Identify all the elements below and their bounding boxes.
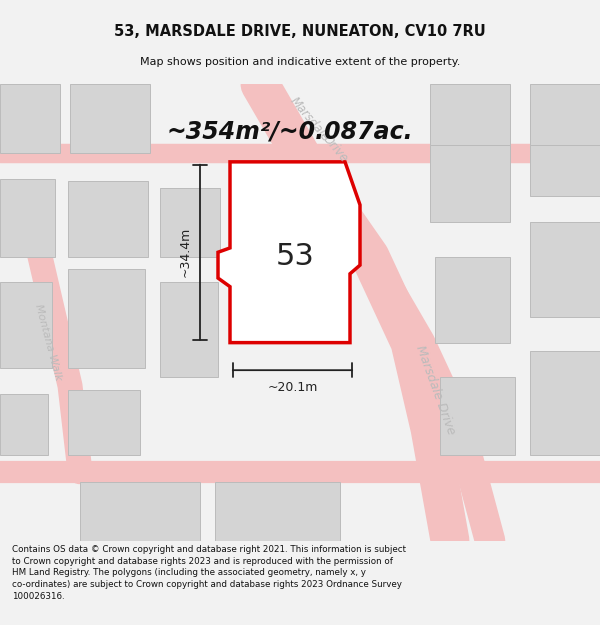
Polygon shape [215,482,340,541]
Polygon shape [430,144,510,222]
Polygon shape [68,390,140,454]
Text: ~20.1m: ~20.1m [268,381,317,394]
Polygon shape [0,282,52,369]
Polygon shape [530,351,600,454]
Polygon shape [0,394,48,454]
Polygon shape [160,188,220,256]
Polygon shape [530,84,600,144]
Polygon shape [440,377,515,454]
Polygon shape [160,282,218,377]
Polygon shape [218,162,360,342]
Polygon shape [68,181,148,256]
Polygon shape [0,179,55,256]
Text: Drive: Drive [320,132,350,165]
Text: Map shows position and indicative extent of the property.: Map shows position and indicative extent… [140,58,460,68]
Polygon shape [70,84,150,153]
Text: Marsdale: Marsdale [288,94,332,144]
Text: ~354m²/~0.087ac.: ~354m²/~0.087ac. [167,120,413,144]
Text: Montana Walk: Montana Walk [33,303,63,382]
Text: ~34.4m: ~34.4m [179,227,192,278]
Polygon shape [530,102,600,196]
Text: 53, MARSDALE DRIVE, NUNEATON, CV10 7RU: 53, MARSDALE DRIVE, NUNEATON, CV10 7RU [114,24,486,39]
Polygon shape [430,84,510,144]
Polygon shape [530,222,600,317]
Polygon shape [68,269,145,369]
Text: 53: 53 [275,242,314,271]
Text: Contains OS data © Crown copyright and database right 2021. This information is : Contains OS data © Crown copyright and d… [12,545,406,601]
Text: Marsdale Drive: Marsdale Drive [413,344,457,436]
Polygon shape [80,482,200,541]
Polygon shape [0,84,60,153]
Polygon shape [435,256,510,343]
